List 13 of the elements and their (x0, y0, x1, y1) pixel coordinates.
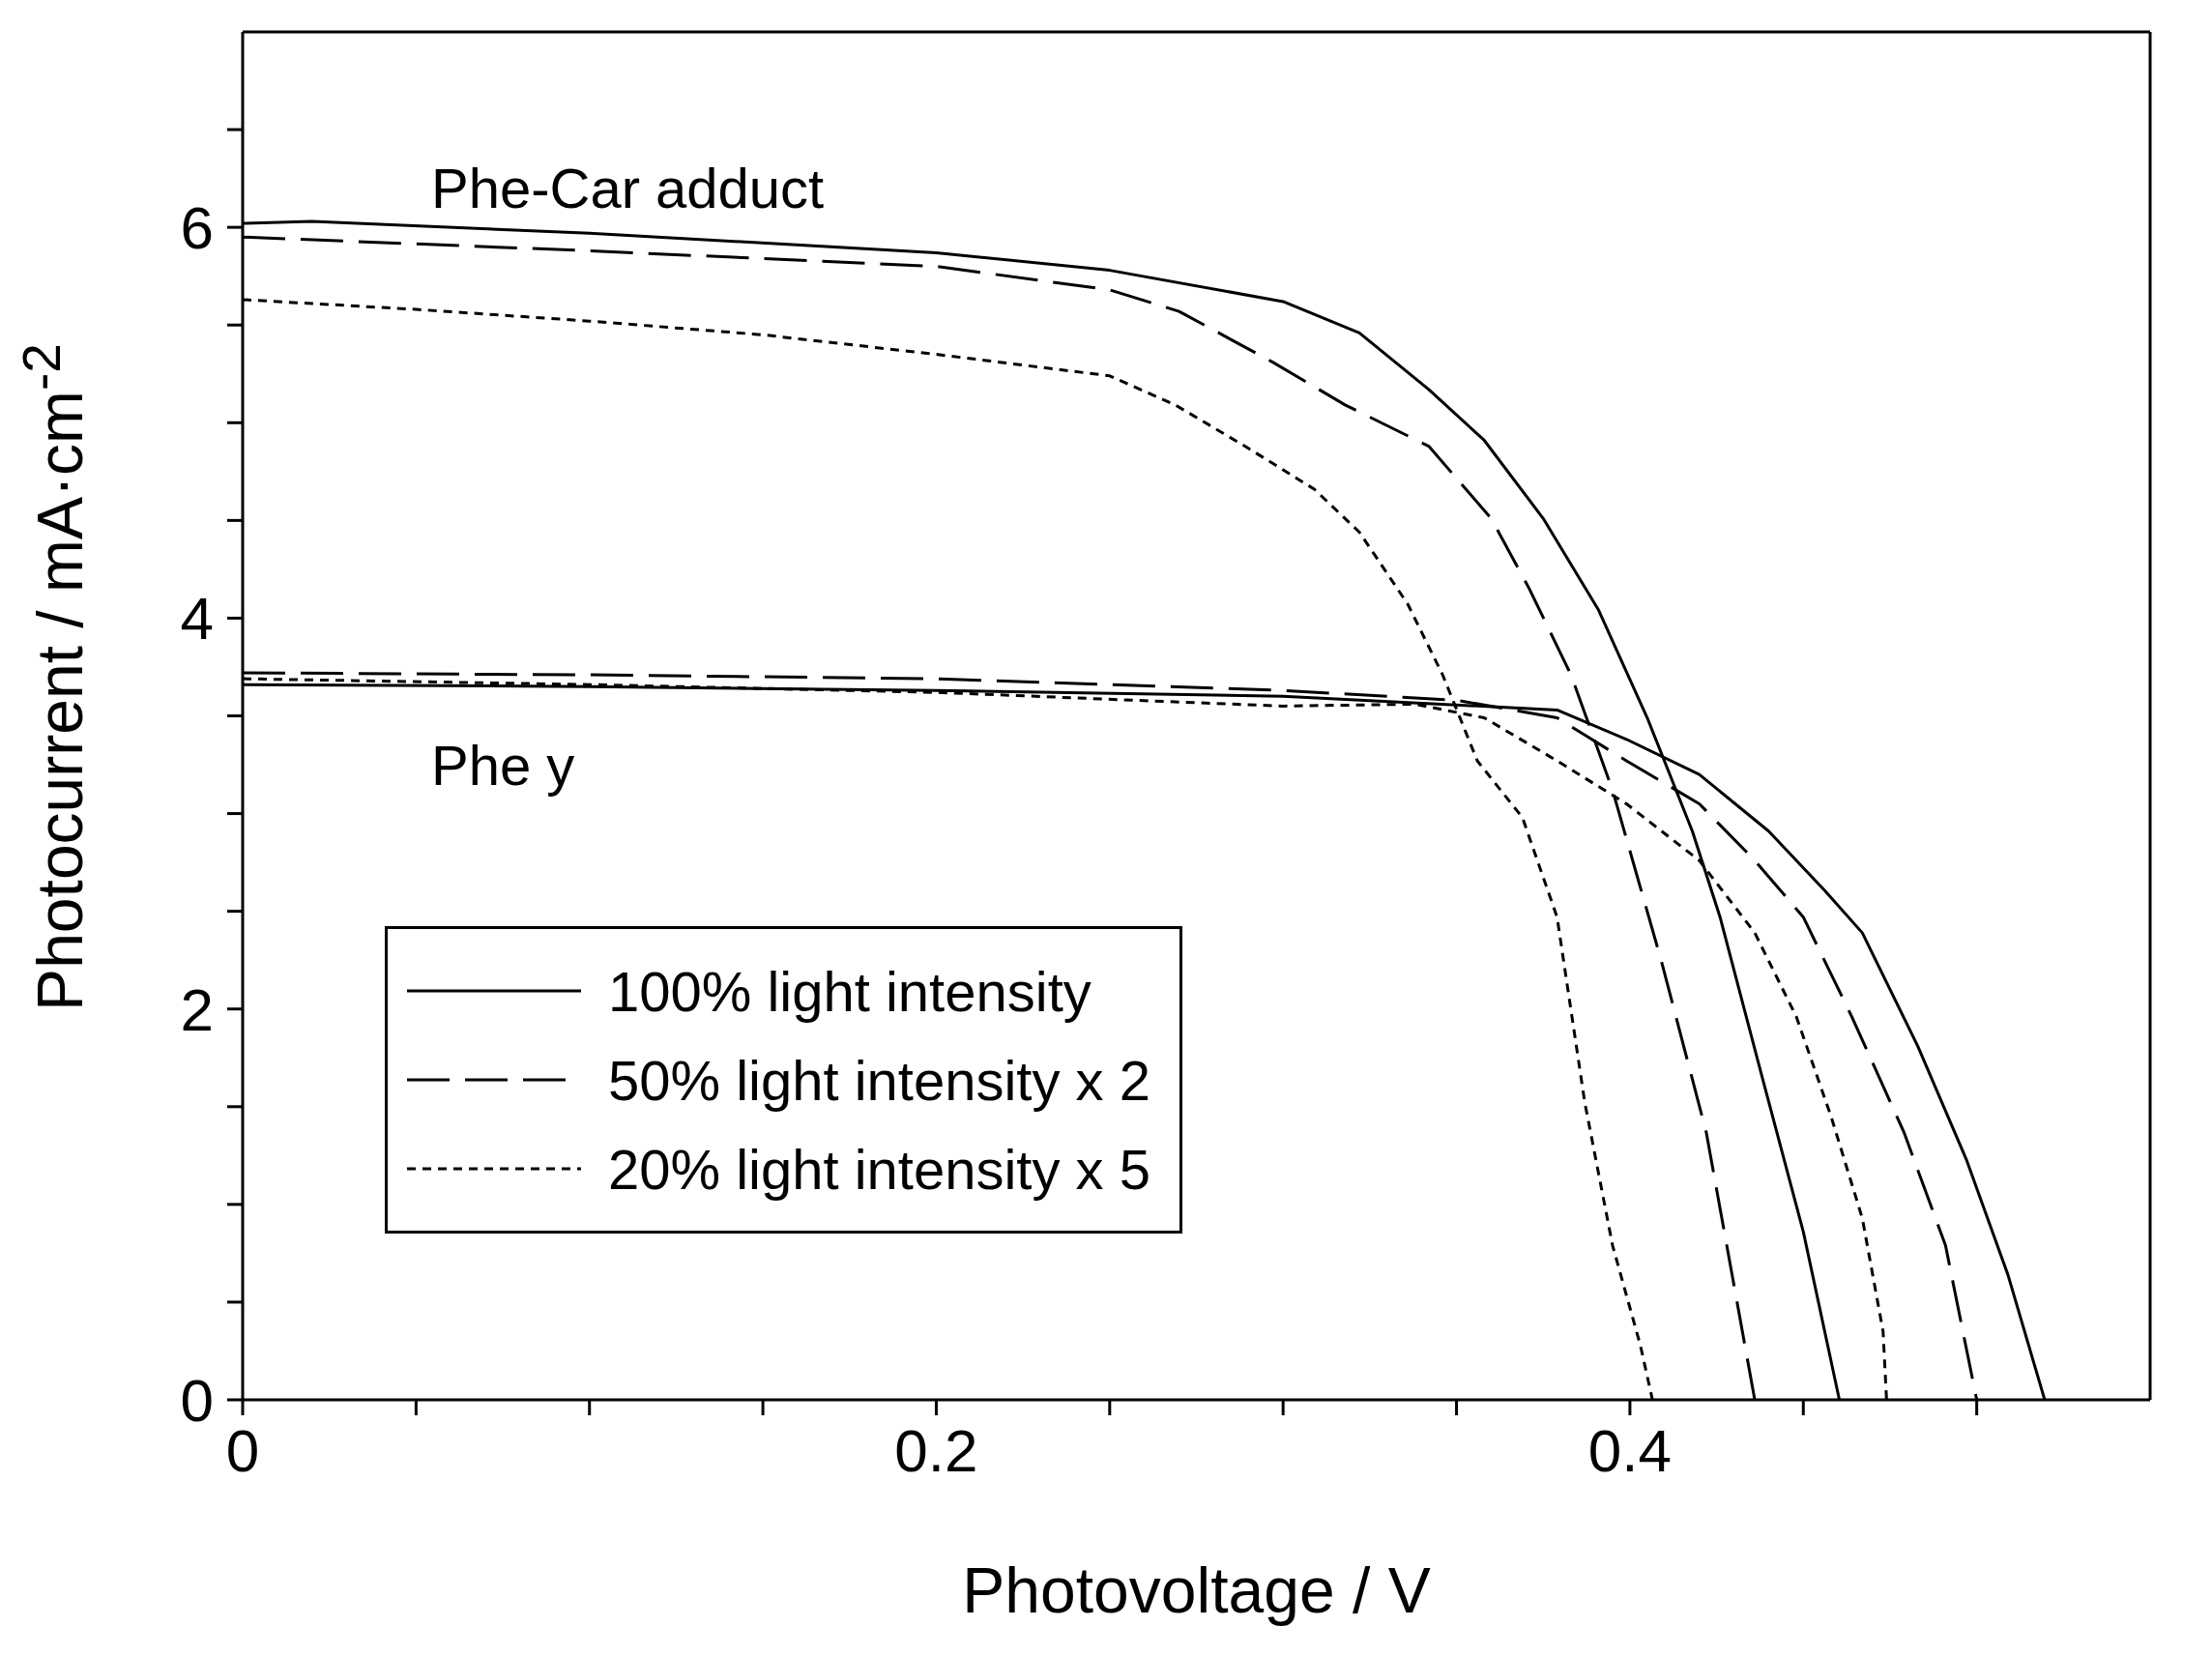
x-tick-label: 0 (225, 1417, 260, 1485)
y-tick-label: 6 (180, 194, 214, 262)
y-tick-label: 2 (180, 975, 214, 1043)
x-tick-label: 0.2 (894, 1417, 978, 1485)
y-tick-label: 0 (180, 1367, 214, 1435)
y-tick-label: 4 (180, 585, 214, 653)
x-axis-title: Photovoltage / V (962, 1554, 1431, 1626)
annotation: Phe-Car adduct (431, 157, 825, 219)
legend-label: 20% light intensity x 5 (608, 1136, 1150, 1202)
legend-label: 50% light intensity x 2 (608, 1047, 1150, 1113)
legend-label: 100% light intensity (608, 958, 1091, 1024)
x-tick-label: 0.4 (1587, 1417, 1673, 1485)
annotation: Phe y (431, 734, 575, 797)
